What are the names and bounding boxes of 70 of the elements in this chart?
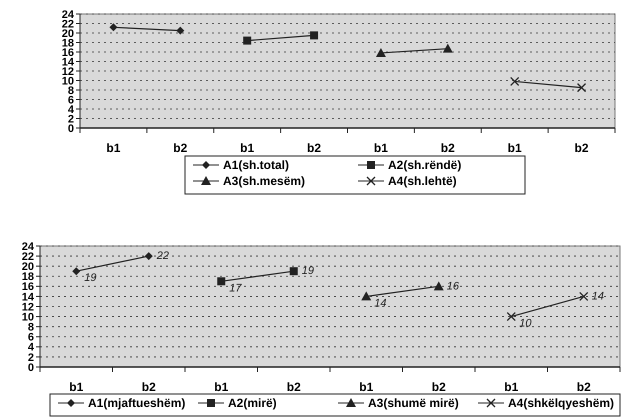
y-tick-label: 14	[62, 56, 75, 68]
y-tick-label: 0	[28, 362, 34, 374]
y-tick-label: 10	[62, 75, 74, 88]
data-label: 17	[229, 282, 242, 294]
y-tick-label: 22	[22, 250, 34, 263]
point	[576, 82, 586, 92]
y-tick-label: 12	[22, 301, 34, 314]
y-tick-label: 2	[68, 113, 74, 126]
y-tick-label: 16	[62, 46, 74, 59]
y-tick-label: 24	[22, 240, 35, 253]
x-tick-label: b2	[576, 380, 592, 394]
legend-label: A2(mirë)	[228, 396, 277, 410]
x-tick-label: b2	[286, 380, 302, 394]
point	[290, 267, 298, 276]
legend-label: A4(sh.lehtë)	[388, 174, 457, 188]
y-tick-label: 2	[28, 352, 34, 364]
x-tick-label: b2	[142, 380, 156, 394]
point	[310, 31, 318, 40]
y-tick-label: 20	[62, 28, 74, 40]
y-tick-label: 6	[28, 332, 34, 344]
point	[217, 277, 226, 286]
x-tick-label: b2	[173, 141, 188, 155]
x-tick-label: b1	[214, 380, 229, 394]
data-label: 10	[519, 318, 532, 330]
legend-label: A3(sh.mesëm)	[223, 174, 306, 188]
y-tick-label: 4	[28, 342, 35, 354]
x-tick-label: b1	[359, 380, 374, 394]
y-tick-label: 22	[62, 18, 74, 30]
y-tick-label: 20	[22, 261, 34, 274]
y-tick-label: 18	[22, 271, 34, 284]
point	[506, 312, 516, 322]
x-tick-label: b2	[307, 141, 322, 155]
point	[72, 267, 80, 276]
x-tick-label: b2	[574, 141, 589, 155]
legend-label: A1(mjaftueshëm)	[88, 396, 186, 410]
y-tick-label: 0	[68, 122, 74, 135]
data-label: 16	[446, 280, 460, 292]
y-tick-label: 12	[62, 66, 74, 78]
x-tick-label: b1	[69, 380, 84, 394]
x-tick-label: b1	[374, 141, 388, 155]
point	[510, 76, 520, 86]
y-tick-label: 10	[22, 311, 34, 324]
legend-label: A3(shumë mirë)	[368, 396, 459, 410]
y-tick-label: 24	[62, 8, 75, 21]
point	[144, 252, 153, 260]
legend-label: A4(shkëlqyeshëm)	[508, 396, 614, 410]
data-label: 14	[374, 297, 386, 310]
x-tick-label: b2	[440, 141, 456, 155]
x-tick-label: b2	[432, 380, 446, 394]
y-tick-label: 8	[28, 322, 34, 334]
data-label: 19	[84, 272, 96, 284]
x-tick-label: b1	[508, 141, 522, 155]
x-tick-label: b1	[240, 141, 255, 155]
y-tick-label: 6	[68, 94, 74, 106]
y-tick-label: 4	[68, 104, 75, 116]
y-tick-label: 14	[22, 291, 35, 304]
y-tick-label: 8	[68, 84, 74, 97]
point	[243, 36, 252, 45]
point	[579, 292, 588, 302]
legend-label: A1(sh.total)	[223, 158, 290, 172]
x-tick-label: b1	[504, 380, 519, 394]
point	[176, 26, 184, 35]
y-tick-label: 16	[22, 281, 34, 294]
data-label: 14	[592, 290, 604, 302]
data-label: 22	[156, 250, 169, 262]
x-tick-label: b1	[106, 141, 121, 155]
legend-label: A2(sh.rëndë)	[388, 158, 462, 172]
point	[109, 23, 118, 32]
data-label: 19	[302, 265, 314, 278]
y-tick-label: 18	[62, 37, 74, 50]
